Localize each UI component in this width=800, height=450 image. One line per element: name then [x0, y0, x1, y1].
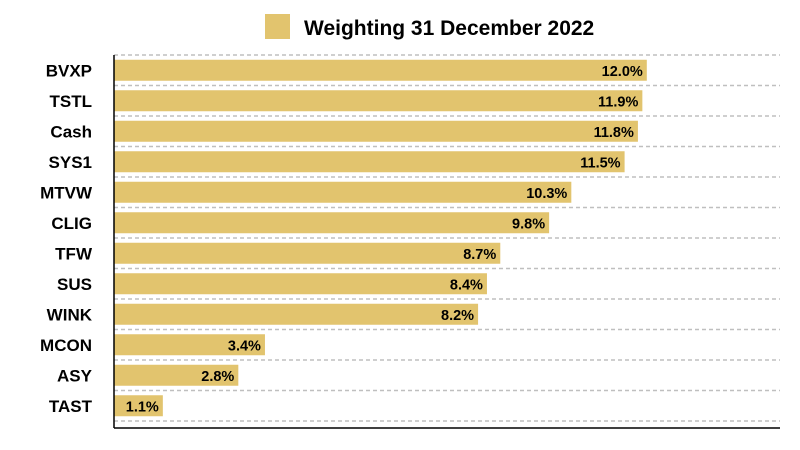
- data-label: 10.3%: [526, 186, 567, 202]
- category-tick-label: Cash: [50, 122, 92, 141]
- axes: [113, 55, 780, 429]
- bar: [114, 181, 572, 203]
- bar: [114, 151, 625, 173]
- gridlines: [114, 54, 780, 422]
- category-tick-label: SYS1: [49, 153, 92, 172]
- data-label: 8.7%: [463, 247, 496, 263]
- bars: [114, 59, 647, 417]
- bar: [114, 212, 550, 234]
- data-label: 11.8%: [594, 125, 634, 141]
- data-label: 8.2%: [441, 308, 474, 324]
- data-label: 8.4%: [450, 277, 483, 293]
- bar: [114, 395, 163, 417]
- data-label: 9.8%: [512, 216, 545, 232]
- bar: [114, 90, 643, 112]
- legend-label: Weighting 31 December 2022: [304, 17, 594, 40]
- bar: [114, 303, 479, 325]
- bar: [114, 120, 638, 142]
- category-tick-label: TSTL: [50, 92, 93, 111]
- data-label: 2.8%: [201, 369, 234, 385]
- category-tick-label: MCON: [40, 336, 92, 355]
- legend: Weighting 31 December 2022: [265, 14, 594, 40]
- category-tick-label: CLIG: [51, 214, 92, 233]
- category-tick-label: MTVW: [40, 183, 93, 202]
- bar: [114, 273, 487, 295]
- category-tick-label: TAST: [49, 397, 93, 416]
- data-label: 1.1%: [126, 399, 159, 415]
- category-tick-label: WINK: [47, 305, 93, 324]
- bar: [114, 334, 265, 356]
- bar: [114, 59, 647, 81]
- category-tick-label: SUS: [57, 275, 92, 294]
- data-labels: 12.0% 11.9% 11.8% 11.5% 10.3% 9.8% 8.7% 8.4% 8.2…: [126, 64, 643, 416]
- category-tick-label: ASY: [57, 366, 93, 385]
- data-label: 11.9%: [598, 94, 638, 110]
- data-label: 12.0%: [602, 64, 643, 80]
- category-tick-label: TFW: [55, 244, 93, 263]
- bar: [114, 364, 239, 386]
- data-label: 11.5%: [580, 155, 620, 171]
- category-tick-labels: BVXP TSTL Cash SYS1 MTVW CLIG TFW SUS WINK MCON AS…: [40, 61, 93, 416]
- data-label: 3.4%: [228, 338, 261, 354]
- bar: [114, 242, 501, 264]
- legend-swatch: [265, 14, 290, 39]
- category-tick-label: BVXP: [46, 61, 92, 80]
